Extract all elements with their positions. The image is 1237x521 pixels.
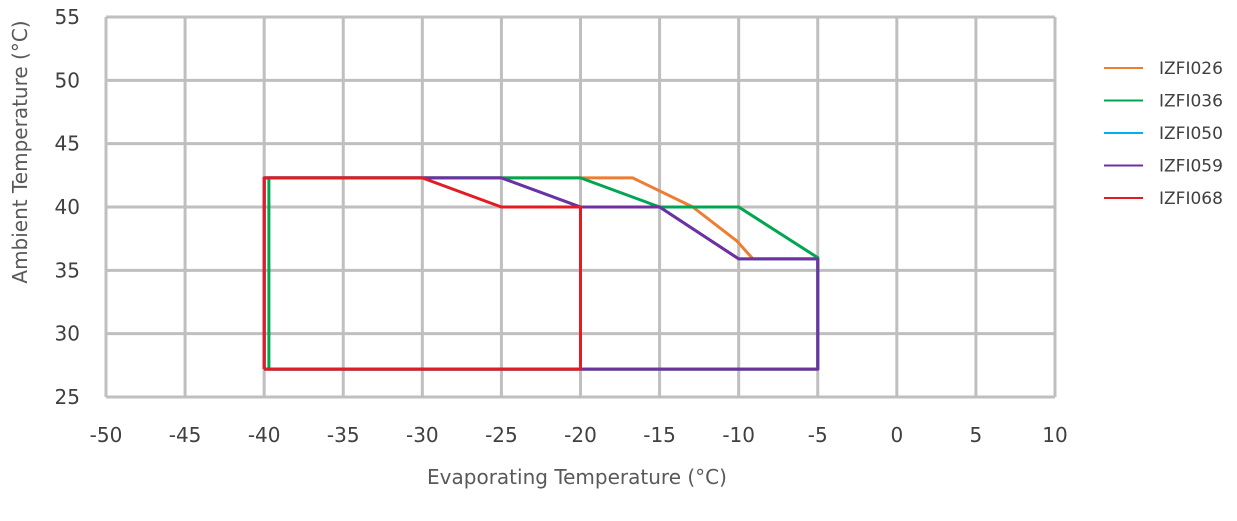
x-tick-label: 10	[1042, 423, 1067, 447]
x-tick-label: -5	[808, 423, 828, 447]
y-tick-labels: 25 30 35 40 45 50 55	[55, 5, 80, 409]
x-tick-label: -50	[90, 423, 123, 447]
y-tick-label: 30	[55, 322, 80, 346]
y-tick-label: 25	[55, 385, 80, 409]
x-tick-label: -10	[722, 423, 755, 447]
legend: IZFI026 IZFI036 IZFI050 IZFI059 IZFI068	[1104, 59, 1223, 209]
series-line-izfi068	[262, 176, 582, 371]
x-tick-labels: -50 -45 -40 -35 -30 -25 -20 -15 -10 -5 0 5 10	[90, 423, 1068, 447]
x-axis-title: Evaporating Temperature (°C)	[427, 465, 727, 489]
y-tick-label: 50	[55, 68, 80, 92]
x-tick-label: -25	[485, 423, 518, 447]
x-tick-label: -40	[248, 423, 281, 447]
y-tick-label: 45	[55, 132, 80, 156]
legend-label: IZFI050	[1159, 124, 1223, 144]
x-tick-label: 0	[890, 423, 903, 447]
x-tick-label: -35	[327, 423, 360, 447]
legend-label: IZFI059	[1159, 157, 1223, 177]
x-tick-label: -15	[643, 423, 676, 447]
y-tick-label: 40	[55, 195, 80, 219]
x-tick-label: -45	[169, 423, 202, 447]
y-tick-label: 55	[55, 5, 80, 29]
y-axis-title: Ambient Temperature (°C)	[8, 20, 32, 283]
y-tick-label: 35	[55, 258, 80, 282]
data-series	[262, 176, 820, 371]
legend-label: IZFI036	[1159, 92, 1223, 112]
legend-label: IZFI026	[1159, 59, 1223, 79]
legend-label: IZFI068	[1159, 189, 1223, 209]
x-tick-label: -30	[406, 423, 439, 447]
x-tick-label: -20	[564, 423, 597, 447]
x-tick-label: 5	[970, 423, 983, 447]
